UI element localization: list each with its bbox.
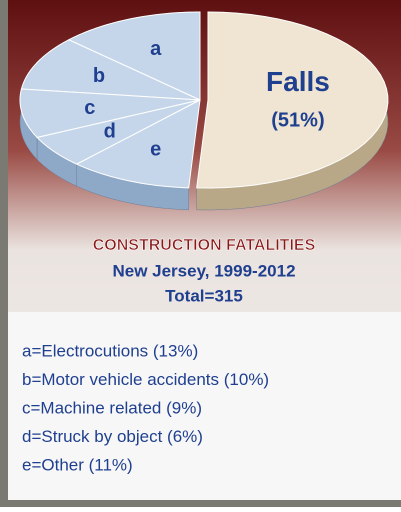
slice-label: e [150,138,161,160]
total: Total=315 [165,286,243,305]
slice-label: a [150,38,162,60]
slice-label: Falls [266,66,330,97]
legend-entry: e=Other (11%) [22,455,133,474]
chart-title: CONSTRUCTION FATALITIES [93,237,316,254]
legend-entry: b=Motor vehicle accidents (10%) [22,370,269,389]
value-label: (51%) [271,110,324,132]
chart-subtitle: New Jersey, 1999-2012 [112,261,295,280]
slice-label: b [93,65,105,87]
slice-label: c [84,97,95,119]
slice-label: d [104,120,116,142]
legend-entry: a=Electrocutions (13%) [22,341,198,360]
infographic: abcdeFalls(51%) CONSTRUCTION FATALITIES … [0,0,401,507]
legend-entry: d=Struck by object (6%) [22,427,203,446]
legend-entry: c=Machine related (9%) [22,398,202,417]
